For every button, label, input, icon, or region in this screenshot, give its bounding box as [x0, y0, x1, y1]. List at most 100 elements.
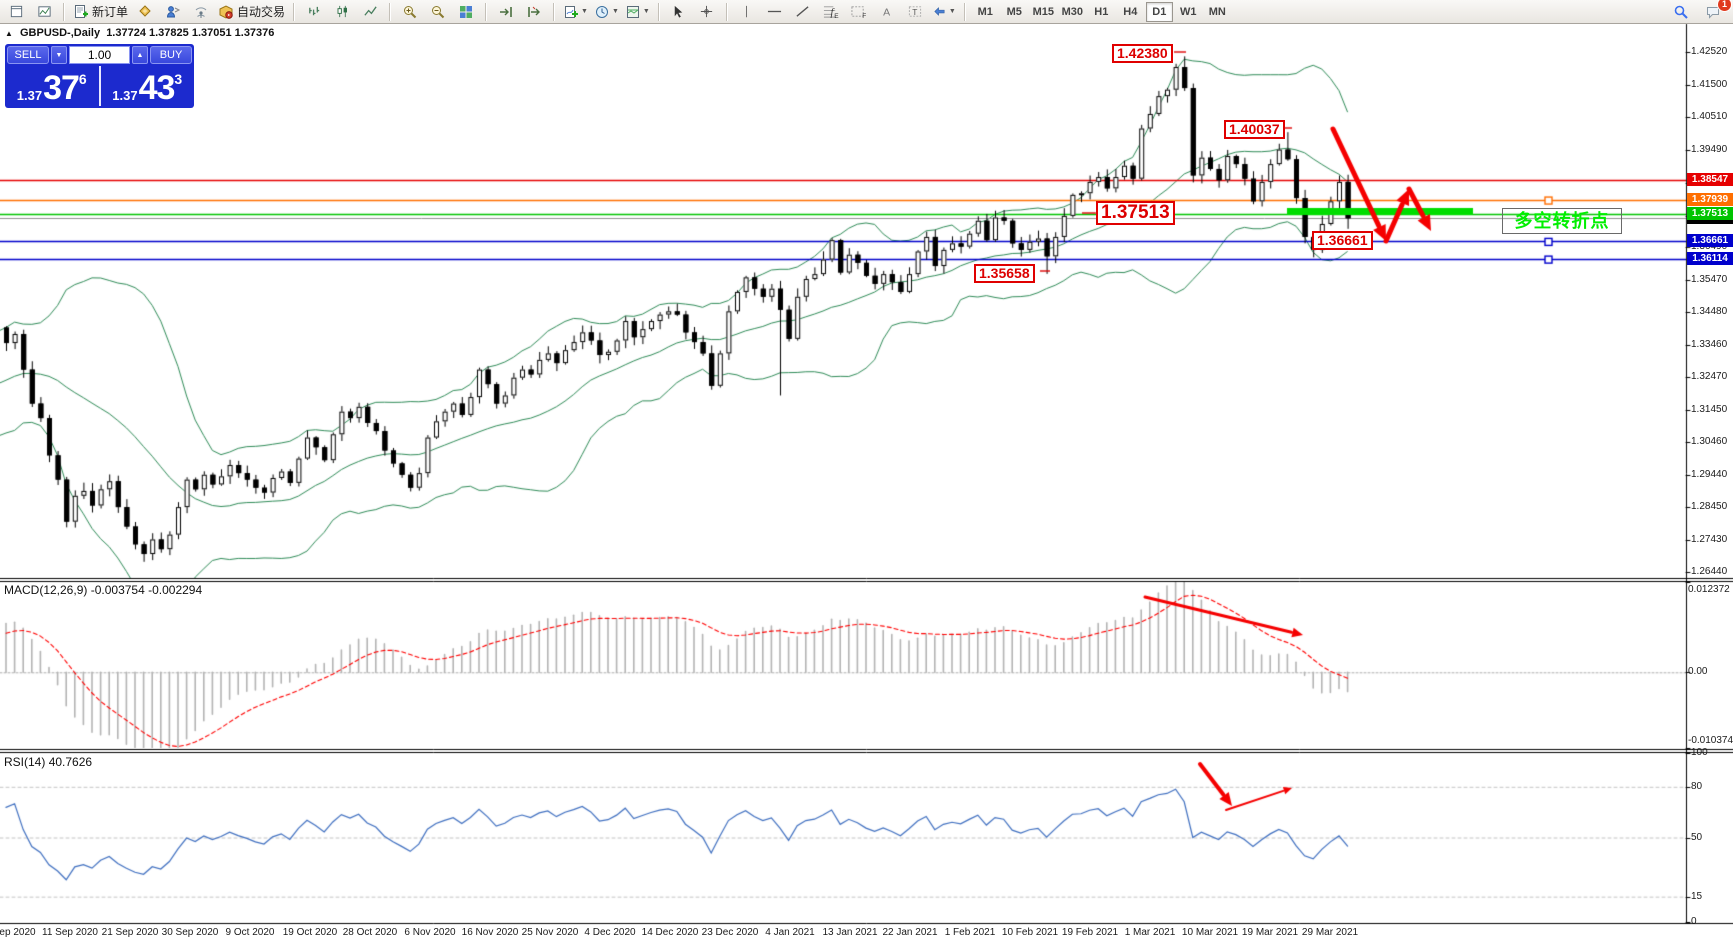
macd-axis-tick: 0.012372 [1688, 584, 1730, 595]
time-axis-label: 19 Oct 2020 [282, 927, 338, 938]
text-icon[interactable]: A [873, 1, 901, 23]
price-axis-tick: 1.33460 [1691, 338, 1728, 350]
toolbar: 新订单 自动交易 [0, 0, 1733, 24]
autotrading-button[interactable]: 自动交易 [215, 1, 288, 23]
svg-text:A: A [883, 6, 890, 18]
price-axis-tick: 1.27430 [1691, 534, 1728, 546]
time-axis-label: 21 Sep 2020 [101, 927, 159, 938]
horizontal-line-icon[interactable] [761, 1, 789, 23]
time-axis-label: 4 Jan 2021 [765, 927, 815, 938]
new-order-button[interactable]: 新订单 [70, 1, 131, 23]
hline-price-label: 1.37939 [1687, 193, 1733, 207]
time-axis-label: 11 Sep 2020 [42, 927, 98, 938]
time-axis-label: 9 Oct 2020 [225, 927, 275, 938]
timeframe-m30[interactable]: M30 [1061, 5, 1083, 18]
price-axis-tick: 1.40510 [1691, 110, 1728, 122]
bar-chart-icon[interactable] [300, 1, 328, 23]
zoom-out-icon[interactable] [424, 1, 452, 23]
templates-icon[interactable]: ▼ [622, 1, 653, 23]
time-axis-label: 14 Dec 2020 [641, 927, 699, 938]
new-order-label: 新订单 [92, 5, 129, 19]
time-axis-label: 30 Sep 2020 [161, 927, 219, 938]
macd-axis-tick: -0.010374 [1688, 735, 1733, 746]
time-axis-label: 22 Jan 2021 [882, 927, 938, 938]
signals-icon[interactable] [187, 1, 215, 23]
tile-windows-icon[interactable] [452, 1, 480, 23]
price-annotation[interactable]: 1.42380 [1112, 44, 1173, 63]
time-axis-label: 10 Mar 2021 [1181, 927, 1239, 938]
autoscroll-icon[interactable] [492, 1, 520, 23]
timeframe-w1[interactable]: W1 [1180, 5, 1197, 18]
sell-button[interactable]: SELL [7, 46, 49, 64]
price-annotation[interactable]: 1.36661 [1312, 231, 1373, 250]
line-chart-icon[interactable] [356, 1, 384, 23]
rsi-axis-tick: 0 [1691, 916, 1697, 927]
volume-up-button[interactable]: ▲ [132, 46, 148, 64]
price-axis-tick: 1.28450 [1691, 501, 1728, 513]
search-icon[interactable] [1667, 1, 1695, 23]
volume-input[interactable] [69, 46, 130, 64]
buy-price-button[interactable]: 1.37 43 3 [102, 66, 192, 107]
timeframe-mn[interactable]: MN [1208, 5, 1226, 18]
timeframe-h4[interactable]: H4 [1123, 5, 1138, 18]
indicators-icon[interactable]: ▼ [560, 1, 591, 23]
collapse-icon[interactable]: ▲ [5, 29, 13, 38]
hline-price-label: 1.38547 [1687, 173, 1733, 187]
price-axis-tick: 1.42520 [1691, 45, 1728, 57]
candlestick-icon[interactable] [328, 1, 356, 23]
channel-icon[interactable]: F [845, 1, 873, 23]
price-annotation[interactable]: 1.35658 [974, 264, 1035, 283]
buy-price-big: 43 [138, 69, 176, 107]
rsi-axis-tick: 50 [1691, 831, 1703, 843]
svg-text:F: F [863, 13, 867, 19]
periods-icon[interactable]: ▼ [591, 1, 622, 23]
timeframe-d1[interactable]: D1 [1145, 1, 1173, 22]
hline-price-label: 1.36661 [1687, 234, 1733, 248]
time-axis-label: 1 Feb 2021 [944, 927, 996, 938]
indicators-caret-icon: ▼ [581, 8, 588, 15]
cursor-icon[interactable] [665, 1, 693, 23]
timeframe-m1[interactable]: M1 [977, 5, 993, 18]
timeframe-m15[interactable]: M15 [1032, 5, 1054, 18]
sell-price-button[interactable]: 1.37 37 6 [7, 66, 97, 106]
time-axis-label: 28 Oct 2020 [342, 927, 398, 938]
hline-price-label: 1.36114 [1687, 252, 1733, 266]
price-axis-tick: 1.35470 [1691, 273, 1728, 285]
time-axis-label: 13 Jan 2021 [822, 927, 878, 938]
trendline-icon[interactable] [789, 1, 817, 23]
price-annotation[interactable]: 1.40037 [1224, 120, 1285, 139]
profiles-icon[interactable] [30, 1, 58, 23]
time-axis-label: 6 Nov 2020 [404, 927, 456, 938]
price-axis-tick: 1.32470 [1691, 371, 1728, 383]
rsi-axis-tick: 80 [1691, 780, 1703, 792]
templates-caret-icon: ▼ [642, 8, 650, 15]
experts-icon[interactable] [159, 1, 187, 23]
note-box[interactable]: 多空转折点 [1502, 208, 1622, 234]
buy-price-sup: 3 [174, 71, 183, 87]
sell-price-sup: 6 [78, 71, 87, 87]
time-axis-label: 25 Nov 2020 [521, 927, 579, 938]
new-chart-icon[interactable] [2, 1, 30, 23]
notifications-icon[interactable]: 1 [1699, 0, 1732, 23]
arrows-icon[interactable]: ▼ [929, 1, 959, 23]
price-axis-tick: 1.34480 [1691, 305, 1728, 317]
macd-axis-tick: 0.00 [1688, 666, 1708, 678]
crosshair-icon[interactable] [693, 1, 721, 23]
svg-text:T: T [912, 7, 917, 17]
timeframe-m5[interactable]: M5 [1006, 5, 1022, 18]
time-axis-label: 16 Nov 2020 [461, 927, 519, 938]
vertical-line-icon[interactable] [733, 1, 761, 23]
zoom-in-icon[interactable] [396, 1, 424, 23]
metaeditor-icon[interactable] [131, 1, 159, 23]
timeframe-h1[interactable]: H1 [1094, 5, 1109, 18]
one-click-trading-panel: SELL ▼ ▲ BUY 1.37 37 6 1.37 43 3 [5, 44, 194, 108]
macd-label: MACD(12,26,9) -0.003754 -0.002294 [4, 583, 203, 597]
time-axis-label: 29 Mar 2021 [1301, 927, 1359, 938]
buy-button[interactable]: BUY [150, 46, 192, 64]
text-label-icon[interactable]: T [901, 1, 929, 23]
price-annotation[interactable]: 1.37513 [1096, 201, 1175, 225]
volume-down-button[interactable]: ▼ [51, 46, 67, 64]
chart-shift-icon[interactable] [520, 1, 548, 23]
